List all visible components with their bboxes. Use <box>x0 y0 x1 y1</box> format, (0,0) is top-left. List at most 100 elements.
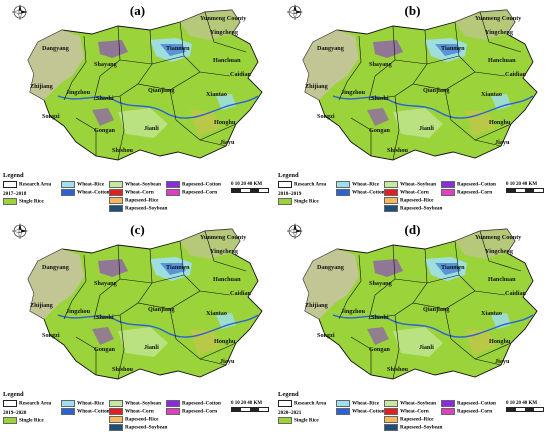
western-mixed-area <box>28 249 84 319</box>
legend-item-wheat-rice: Wheat–Rice <box>61 181 104 188</box>
period-label: 2020–2021 <box>278 410 302 416</box>
city-label: Jiayu <box>495 139 510 146</box>
legend-swatch <box>441 408 455 415</box>
panel-label: (c) <box>130 222 145 237</box>
city-label: Jingzhou <box>66 308 91 315</box>
city-label: Zhijiang <box>305 83 329 90</box>
city-label: Caidian <box>230 71 252 78</box>
period-label: 2017–2018 <box>3 191 27 197</box>
legend-item-single-rice: Single Rice <box>3 198 44 205</box>
legend-item-rapeseed-corn: Rapeseed–Corn <box>166 189 217 196</box>
legend-swatch <box>166 400 180 407</box>
legend-swatch <box>3 400 17 407</box>
legend-swatch <box>384 424 398 431</box>
city-label: Honghu <box>489 119 511 126</box>
city-label: Jiayu <box>220 358 235 365</box>
city-label: Gongan <box>94 127 116 134</box>
legend-swatch <box>384 181 398 188</box>
rapeseed-cotton-patch-2 <box>92 327 114 345</box>
north-arrow <box>11 4 28 21</box>
legend-item-rapeseed-soybean: Rapeseed–Soybean <box>109 205 167 212</box>
map-panel-d: Yunmeng County Yingcheng Dangyang Tianme… <box>275 219 550 438</box>
wheat-soybean-patch <box>118 327 168 357</box>
city-label: Honghu <box>214 119 236 126</box>
city-label: Shayang <box>369 61 393 68</box>
legend-swatch <box>336 189 350 196</box>
city-label: Tianmen <box>166 45 190 52</box>
city-label: Dangyang <box>42 264 70 271</box>
legend-swatch <box>336 400 350 407</box>
legend-item-rapeseed-rice: Rapeseed–Rice <box>384 197 433 204</box>
city-label: Yunmeng County <box>200 234 247 241</box>
city-label: Honghu <box>489 338 511 345</box>
legend-item-rapeseed-cotton: Rapeseed–Cotton <box>166 181 221 188</box>
scale-bar: 0 10 20 40 KM <box>506 401 550 412</box>
scale-bar: 0 10 20 40 KM <box>231 401 277 412</box>
city-label: Yingcheng <box>485 248 514 255</box>
rapeseed-cotton-patch-2 <box>367 108 389 126</box>
north-mixed-area <box>455 229 515 259</box>
legend-swatch <box>109 181 123 188</box>
panel-label: (a) <box>129 3 146 18</box>
city-label: Tianmen <box>166 264 190 271</box>
legend-item-single-rice: Single Rice <box>3 417 44 424</box>
period-label: 2018–2019 <box>278 191 302 197</box>
legend-title: Legend <box>3 391 24 398</box>
legend-item-wheat-cotton: Wheat–Cotton <box>61 408 110 415</box>
legend-swatch <box>166 181 180 188</box>
scale-bar: 0 10 20 40 KM <box>231 182 277 193</box>
city-label: Qianjiang <box>148 87 175 94</box>
city-label: Honghu <box>214 338 236 345</box>
city-label: Gongan <box>369 127 391 134</box>
legend-swatch <box>109 416 123 423</box>
city-label: Tianmen <box>441 45 465 52</box>
city-label: Dangyang <box>42 45 70 52</box>
rapeseed-cotton-patch <box>98 259 128 277</box>
city-label: Gongan <box>94 346 116 353</box>
legend-swatch <box>336 408 350 415</box>
scale-bar-graphic <box>506 188 544 193</box>
period-label: 2019–2020 <box>3 410 27 416</box>
legend: Legend Research Area 2018–2019 Single Ri… <box>278 172 550 218</box>
city-label: Jingzhou <box>341 308 366 315</box>
city-label: Caidian <box>505 71 527 78</box>
legend-swatch <box>441 181 455 188</box>
city-label: Qianjiang <box>148 306 175 313</box>
city-label: Shishou <box>387 366 409 373</box>
rapeseed-cotton-patch <box>98 40 128 58</box>
legend-item-wheat-cotton: Wheat–Cotton <box>336 189 385 196</box>
county-boundaries <box>338 11 522 161</box>
legend-item-rapeseed-corn: Rapeseed–Corn <box>166 408 217 415</box>
legend-title: Legend <box>278 172 299 179</box>
city-label: Yunmeng County <box>475 234 522 241</box>
map-svg: Yunmeng County Yingcheng Dangyang Tianme… <box>11 223 263 380</box>
western-mixed-area <box>303 249 359 319</box>
wheat-soybean-patch <box>393 327 443 357</box>
legend-item-wheat-rice: Wheat–Rice <box>336 400 379 407</box>
city-label: Qianjiang <box>423 306 450 313</box>
legend-swatch <box>166 408 180 415</box>
legend-swatch <box>336 181 350 188</box>
city-label: Shayang <box>369 280 393 287</box>
rapeseed-cotton-patch-2 <box>367 327 389 345</box>
north-arrow <box>286 223 303 240</box>
wheat-soybean-patch <box>118 108 168 138</box>
city-label: Shishou <box>112 147 134 154</box>
legend-swatch <box>61 408 75 415</box>
map-panel-c: Yunmeng County Yingcheng Dangyang Tianme… <box>0 219 275 438</box>
legend-item-wheat-rice: Wheat–Rice <box>336 181 379 188</box>
legend-swatch <box>278 198 292 205</box>
scale-bar-graphic <box>231 407 269 412</box>
legend-swatch <box>384 205 398 212</box>
wheat-rice-patch-2 <box>491 94 511 110</box>
legend-item-rapeseed-corn: Rapeseed–Corn <box>441 408 492 415</box>
county-boundaries <box>63 11 247 161</box>
legend-swatch <box>384 408 398 415</box>
legend-item-wheat-soybean: Wheat–Soybean <box>109 400 161 407</box>
city-label: Jianli <box>419 125 434 132</box>
legend: Legend Research Area 2017–2018 Single Ri… <box>3 172 275 218</box>
city-label: Xiantao <box>206 91 227 98</box>
legend-item-wheat-corn: Wheat–Corn <box>109 189 154 196</box>
legend-swatch <box>278 417 292 424</box>
map-svg: Yunmeng County Yingcheng Dangyang Tianme… <box>11 4 263 161</box>
